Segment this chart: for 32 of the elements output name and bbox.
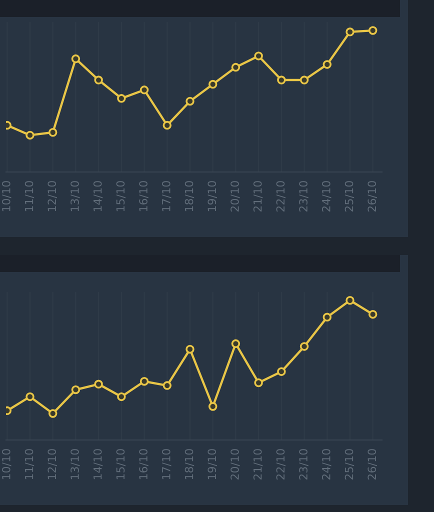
point bbox=[300, 342, 309, 351]
point bbox=[117, 392, 126, 402]
point bbox=[162, 381, 172, 390]
point bbox=[140, 86, 149, 94]
point bbox=[322, 60, 332, 69]
point bbox=[322, 312, 332, 322]
point bbox=[231, 339, 240, 348]
point bbox=[368, 310, 378, 319]
point bbox=[94, 76, 103, 84]
point bbox=[94, 380, 103, 389]
point bbox=[140, 376, 149, 386]
point bbox=[117, 94, 126, 103]
point bbox=[346, 28, 354, 36]
point bbox=[48, 409, 58, 418]
point bbox=[300, 76, 309, 84]
point bbox=[368, 26, 378, 35]
point bbox=[277, 76, 286, 84]
point bbox=[48, 128, 58, 137]
point bbox=[254, 378, 263, 388]
point bbox=[162, 120, 172, 130]
point bbox=[231, 62, 240, 72]
point bbox=[208, 402, 218, 411]
point bbox=[26, 130, 34, 140]
point bbox=[277, 367, 286, 376]
point bbox=[346, 296, 354, 305]
point bbox=[186, 344, 194, 354]
point bbox=[208, 80, 218, 89]
point bbox=[186, 96, 194, 106]
point bbox=[26, 392, 34, 402]
point bbox=[71, 54, 80, 64]
point bbox=[254, 52, 263, 60]
point bbox=[71, 385, 80, 394]
